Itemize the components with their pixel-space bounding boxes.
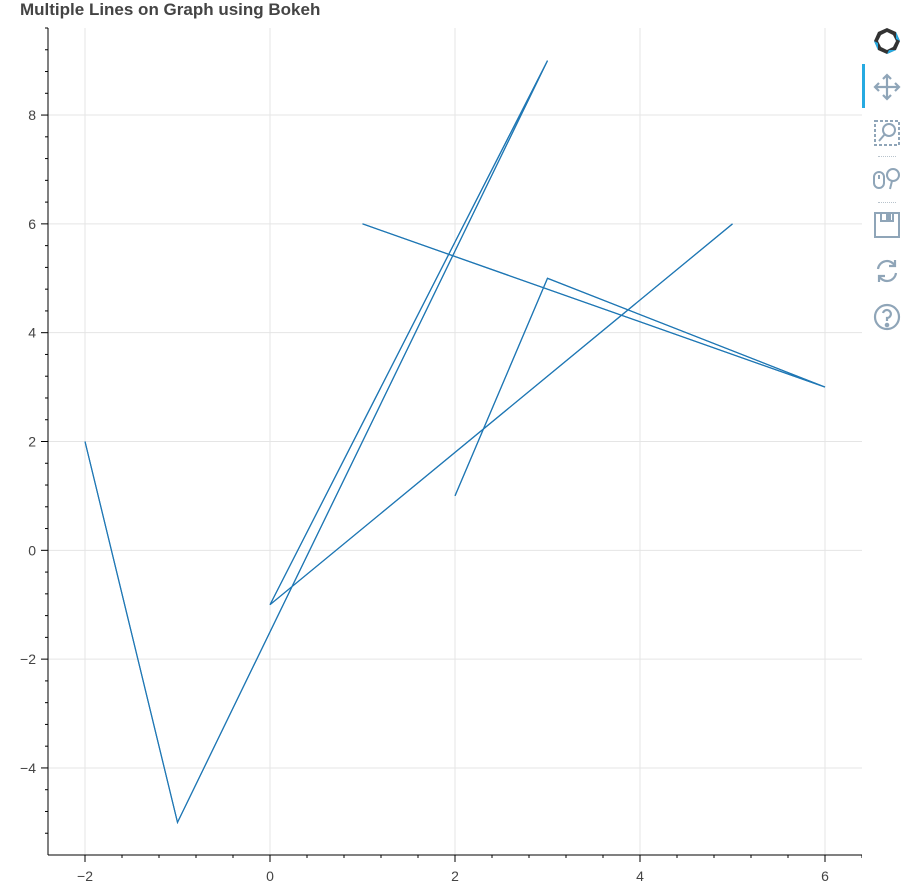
y-tick-label: −2 [20,651,36,667]
bokeh-logo-icon[interactable] [870,24,904,58]
x-tick-label: 0 [266,868,274,884]
series-line [362,223,826,497]
x-tick-label: 6 [821,868,829,884]
y-tick-label: −4 [20,760,36,776]
axes: −2 0 2 4 6 −4 −2 0 2 4 6 8 [20,27,862,884]
box-zoom-icon[interactable] [870,116,904,150]
y-tick-label: 8 [28,107,36,123]
toolbar-separator [878,202,896,203]
plot-area[interactable]: −2 0 2 4 6 −4 −2 0 2 4 6 8 [0,0,862,887]
help-icon[interactable] [870,300,904,334]
pan-icon[interactable] [870,70,904,104]
wheel-zoom-icon[interactable] [870,162,904,196]
active-tool-indicator [862,64,865,108]
x-tick-label: 4 [636,868,644,884]
y-tick-label: 6 [28,216,36,232]
save-icon[interactable] [870,208,904,242]
chart-title: Multiple Lines on Graph using Bokeh [20,0,321,19]
x-tick-label: 2 [451,868,459,884]
series-line [84,60,733,825]
toolbar [862,24,910,344]
toolbar-separator [878,156,896,157]
y-tick-label: 0 [28,542,36,558]
x-tick-label: −2 [77,868,93,884]
series-lines [84,60,826,825]
reset-icon[interactable] [870,254,904,288]
y-tick-label: 4 [28,325,36,341]
grid [48,28,862,855]
y-tick-label: 2 [28,434,36,450]
